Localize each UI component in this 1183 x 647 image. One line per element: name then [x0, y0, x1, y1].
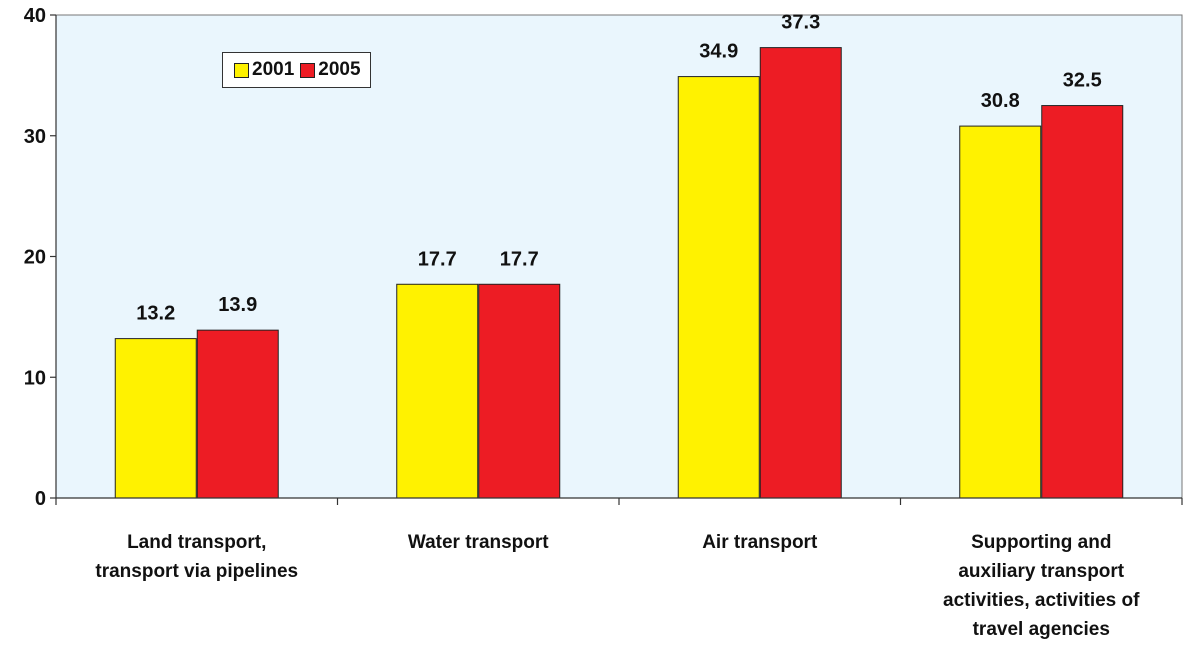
x-category-label: Air transport: [702, 532, 818, 553]
bars: [114, 47, 1124, 499]
x-category-label: Land transport, transport via pipelines: [95, 532, 298, 582]
data-label-2005: 37.3: [781, 12, 820, 34]
data-label-2001: 30.8: [981, 90, 1020, 112]
legend-swatch-2001: [234, 62, 249, 78]
bar-2005: [1041, 105, 1124, 499]
bar-2001: [396, 283, 479, 499]
y-axis: 0 10 20 30 40: [24, 5, 57, 510]
y-tick-label: 0: [35, 488, 46, 510]
data-labels: 13.2 17.7 34.9 30.8 13.9 17.7 37.3 32.5: [136, 12, 1101, 325]
data-label-2001: 13.2: [136, 303, 175, 325]
bar-2001: [114, 338, 197, 499]
y-tick-label: 40: [24, 5, 46, 27]
data-label-2005: 17.7: [500, 248, 539, 270]
legend-item-2001: 2001: [234, 59, 294, 81]
legend-item-2005: 2005: [300, 59, 361, 81]
legend-label-2001: 2001: [252, 59, 295, 80]
legend: 2001 2005: [222, 52, 371, 88]
data-label-2001: 34.9: [699, 41, 738, 63]
legend-label-2005: 2005: [318, 59, 361, 80]
data-label-2001: 17.7: [418, 248, 457, 270]
x-category-label: Supporting and auxiliary transport activit…: [943, 532, 1140, 640]
data-label-2005: 13.9: [218, 294, 257, 316]
y-tick-label: 30: [24, 126, 46, 148]
bar-2001: [959, 125, 1042, 499]
x-axis: Land transport, transport via pipelines Wa…: [55, 497, 1183, 640]
y-tick-label: 10: [24, 367, 46, 389]
x-category-label: Water transport: [408, 532, 549, 553]
bar-2005: [759, 47, 842, 499]
bar-2001: [677, 76, 760, 499]
bar-2005: [196, 329, 279, 499]
legend-swatch-2005: [300, 62, 316, 78]
y-tick-label: 20: [24, 247, 46, 269]
data-label-2005: 32.5: [1063, 70, 1102, 92]
bar-2005: [478, 283, 561, 499]
